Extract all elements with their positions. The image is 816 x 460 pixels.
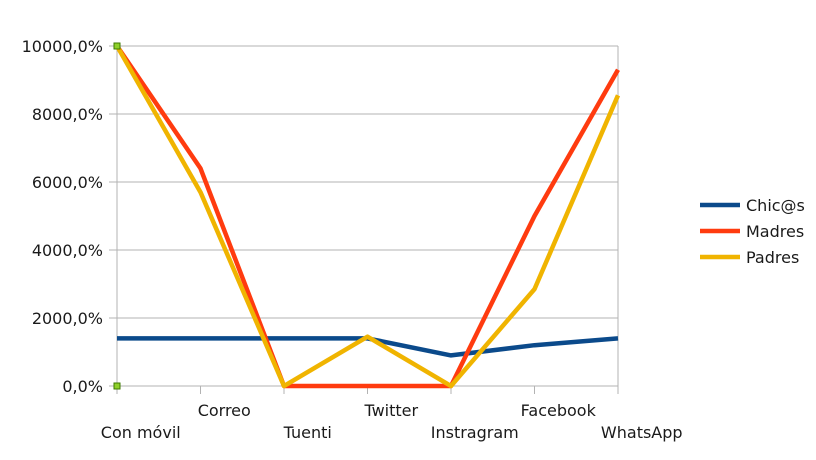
y-tick-label: 4000,0% [32, 241, 103, 260]
y-tick-label: 10000,0% [22, 37, 103, 56]
axis-handle-marker [113, 42, 121, 50]
legend: Chic@s Madres Padres [700, 196, 805, 267]
series-line-madres [115, 44, 620, 389]
x-tick-label: Instragram [431, 423, 519, 442]
series-line-padres [115, 44, 621, 389]
legend-label: Madres [746, 222, 804, 241]
x-tick-label: Correo [198, 401, 251, 420]
y-tick-label: 6000,0% [32, 173, 103, 192]
y-tick-label: 2000,0% [32, 309, 103, 328]
legend-label: Padres [746, 248, 799, 267]
x-tick-label: Con móvil [101, 423, 181, 442]
series-lines [115, 44, 621, 389]
y-tick-label: 0,0% [62, 377, 103, 396]
legend-label: Chic@s [746, 196, 805, 215]
y-tick-label: 8000,0% [32, 105, 103, 124]
gridlines [109, 45, 618, 387]
series-line-chic-s [117, 336, 619, 358]
x-tick-label: Tuenti [283, 423, 332, 442]
axis-handle-marker [113, 382, 121, 390]
axes [116, 46, 619, 394]
x-tick-label: WhatsApp [601, 423, 683, 442]
x-tick-labels: Con móvil Correo Tuenti Twitter InstragramFa… [101, 401, 683, 442]
x-tick-label: Twitter [363, 401, 418, 420]
x-tick-label: Facebook [521, 401, 597, 420]
y-tick-labels: 0,0% 2000,0% 4000,0% 6000,0% 8000,0% 10000,0% [22, 37, 103, 396]
handle-markers [113, 42, 121, 390]
